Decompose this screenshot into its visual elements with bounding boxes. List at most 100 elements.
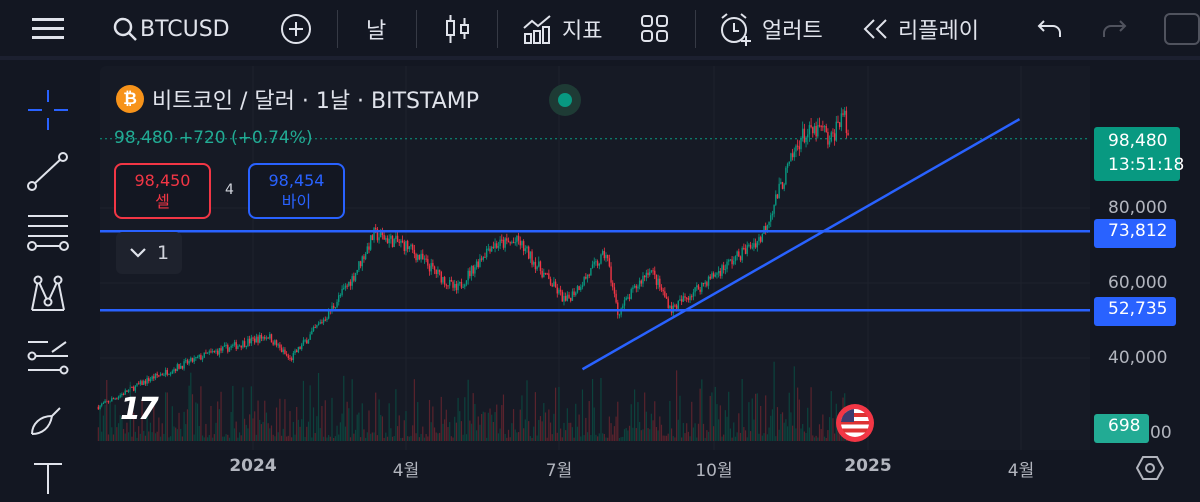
volume-bar xyxy=(212,437,214,441)
volume-bar xyxy=(102,415,104,441)
candle-body xyxy=(371,235,374,241)
candle-body xyxy=(583,276,585,286)
candle-body xyxy=(368,246,370,250)
indicators-button[interactable]: 지표 xyxy=(522,0,602,58)
candle-body xyxy=(428,265,431,272)
volume-bar xyxy=(418,437,421,441)
volume-bar xyxy=(294,434,296,441)
buy-button[interactable]: 98,454 바이 xyxy=(248,163,345,219)
volume-bar xyxy=(329,436,331,441)
volume-bar xyxy=(97,427,99,441)
volume-bar xyxy=(649,429,651,441)
volume-bar xyxy=(519,409,521,441)
trend-line-icon[interactable] xyxy=(24,150,72,194)
volume-bar xyxy=(704,437,706,441)
candle-body xyxy=(343,287,345,289)
candle-body xyxy=(801,128,804,139)
symbol-search-button[interactable]: BTCUSD xyxy=(112,0,230,58)
volume-bar xyxy=(378,399,380,441)
volume-bar xyxy=(99,409,101,441)
candle-body xyxy=(178,364,180,369)
volume-bar xyxy=(771,409,774,441)
candle-body xyxy=(593,261,595,265)
volume-bar xyxy=(639,421,641,441)
volume-bar xyxy=(286,436,288,441)
compare-button[interactable] xyxy=(280,0,312,58)
candle-body xyxy=(496,243,498,248)
volume-bar xyxy=(435,432,437,441)
chart-type-button[interactable] xyxy=(444,0,472,58)
candle-body xyxy=(260,334,263,339)
volume-bar xyxy=(644,392,646,441)
candle-body xyxy=(262,337,264,339)
candle-body xyxy=(117,396,120,399)
volume-bar xyxy=(449,422,451,441)
candle-body xyxy=(731,259,733,265)
replay-button[interactable]: 리플레이 xyxy=(862,0,979,58)
pattern-icon[interactable] xyxy=(24,272,72,316)
volume-bar xyxy=(259,419,261,441)
candle-body xyxy=(349,281,352,286)
volume-bar xyxy=(628,425,631,441)
candle-body xyxy=(751,247,753,249)
candle-body xyxy=(148,378,150,382)
candle-body xyxy=(746,245,748,254)
time-tick: 7월 xyxy=(545,461,573,481)
economic-event-marker[interactable] xyxy=(836,404,874,442)
candle-body xyxy=(590,268,592,276)
volume-bar xyxy=(734,436,737,441)
forecast-icon[interactable] xyxy=(24,334,72,378)
volume-bar xyxy=(151,432,153,441)
volume-bar xyxy=(422,426,424,441)
indicators-collapse-button[interactable]: 1 xyxy=(116,232,182,274)
alerts-label: 얼러트 xyxy=(762,19,823,44)
fib-retracement-icon[interactable] xyxy=(24,210,72,254)
fullscreen-button[interactable] xyxy=(1164,0,1200,58)
volume-bar xyxy=(575,403,577,441)
candle-body xyxy=(472,266,474,274)
candle-body xyxy=(494,243,496,248)
volume-bar xyxy=(139,433,141,441)
chart-pane[interactable] xyxy=(100,66,1090,450)
candle-body xyxy=(253,338,256,343)
candle-body xyxy=(810,125,812,128)
candle-body xyxy=(635,285,637,289)
candle-body xyxy=(753,243,755,248)
brush-icon[interactable] xyxy=(24,396,72,440)
crosshair-icon[interactable] xyxy=(24,88,72,132)
volume-bar xyxy=(496,404,498,441)
symbol-legend[interactable]: ₿ 비트코인 / 달러 · 1날 · BITSTAMP xyxy=(116,83,479,115)
volume-bar xyxy=(148,431,150,441)
volume-bar xyxy=(563,422,565,441)
volume-bar xyxy=(183,411,185,441)
interval-button[interactable]: 날 xyxy=(366,0,386,58)
top-toolbar: BTCUSD 날 지표 얼러트 리플레이 xyxy=(0,0,1200,60)
volume-bar xyxy=(402,437,404,441)
volume-bar xyxy=(748,402,750,441)
alerts-button[interactable]: 얼러트 xyxy=(718,0,823,58)
volume-bar xyxy=(744,430,747,441)
volume-bar xyxy=(551,434,553,441)
candle-body xyxy=(430,263,432,272)
candle-body xyxy=(267,337,269,339)
redo-button[interactable] xyxy=(1100,0,1128,58)
candle-body xyxy=(124,390,126,395)
volume-bar xyxy=(400,437,402,441)
candle-body xyxy=(356,269,358,274)
candle-body xyxy=(470,266,473,277)
volume-bar xyxy=(247,428,249,441)
undo-button[interactable] xyxy=(1036,0,1064,58)
volume-bar xyxy=(230,411,232,441)
volume-bar xyxy=(136,437,138,441)
volume-bar xyxy=(591,379,594,441)
sell-button[interactable]: 98,450 셀 xyxy=(114,163,211,219)
layouts-button[interactable] xyxy=(640,0,670,58)
menu-button[interactable] xyxy=(30,0,66,58)
candle-body xyxy=(427,259,429,266)
candle-body xyxy=(146,378,148,384)
candle-body xyxy=(578,286,580,291)
candle-body xyxy=(768,221,770,225)
settings-hexagon-icon[interactable] xyxy=(1136,454,1164,482)
volume-bar xyxy=(282,428,284,441)
volume-bar xyxy=(665,435,668,441)
